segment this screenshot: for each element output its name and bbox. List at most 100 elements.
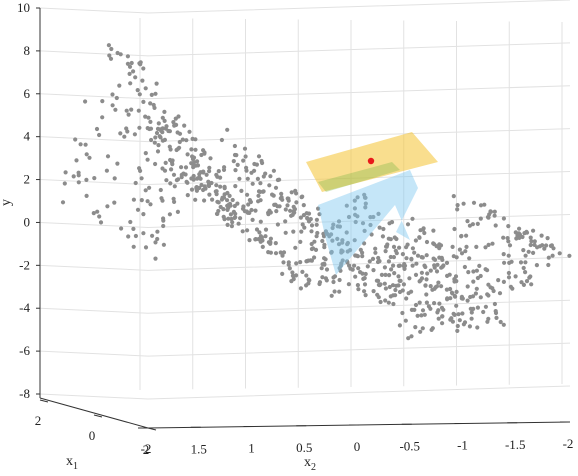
scatter-point [440, 264, 445, 269]
scatter-point [422, 230, 427, 236]
scatter-point [468, 294, 473, 300]
scatter-point [219, 137, 224, 143]
scatter-point [291, 274, 296, 279]
scatter-point [263, 227, 269, 232]
scatter-point [383, 249, 388, 254]
scatter-point [464, 244, 469, 249]
scatter-point [204, 172, 209, 177]
plane-lower [318, 170, 418, 275]
scatter-point [95, 209, 100, 214]
scatter-point [486, 293, 491, 298]
scatter-point [294, 200, 299, 205]
scatter-point [129, 60, 134, 66]
scatter-point [467, 223, 472, 228]
scatter-point [322, 262, 327, 267]
scatter-point [316, 206, 321, 211]
scatter-point [390, 283, 396, 288]
scatter-point [467, 324, 472, 329]
scatter-point [417, 235, 422, 240]
scatter-point [226, 216, 231, 221]
scatter-point [378, 282, 383, 287]
scatter-point [352, 198, 357, 203]
scatter-point [363, 271, 368, 277]
scatter-point [493, 223, 498, 228]
scatter-point [496, 278, 501, 283]
scatter-point [466, 270, 471, 275]
scatter-point [214, 192, 219, 197]
scatter-point [232, 152, 238, 158]
scatter-point [250, 181, 255, 186]
scatter-point [397, 278, 402, 283]
scatter-point [444, 287, 449, 292]
scatter-point [143, 151, 148, 156]
scatter-point [363, 293, 368, 298]
scatter-point [301, 203, 306, 208]
scatter-point [268, 236, 273, 241]
scatter-point [231, 209, 236, 214]
scatter-point [225, 190, 230, 196]
scatter-point [107, 53, 112, 58]
scatter-point [161, 218, 166, 223]
scatter-point [91, 211, 96, 216]
y-tick-label: -4 [19, 300, 30, 315]
scatter-point [387, 273, 392, 278]
scatter-point [546, 262, 551, 268]
scatter-point [163, 160, 168, 165]
scatter-point [456, 312, 461, 317]
scatter-point [207, 165, 212, 170]
scatter-point [187, 129, 192, 134]
scatter-point [147, 185, 152, 190]
scatter-point [420, 255, 425, 260]
scatter-point [425, 271, 430, 276]
scatter-point [431, 228, 436, 233]
scatter-point [454, 289, 459, 294]
scatter-point [531, 228, 536, 233]
scatter-point [413, 272, 419, 277]
scatter-point [181, 171, 186, 176]
scatter-point [206, 179, 211, 184]
scatter-point [189, 147, 194, 152]
scatter-point [146, 115, 151, 120]
scatter-point [281, 260, 286, 265]
scatter-point [329, 249, 334, 255]
scatter-point [73, 137, 78, 142]
scatter-point [513, 230, 518, 235]
scatter-point [501, 216, 506, 221]
scatter-point [258, 239, 263, 244]
scatter-point [208, 156, 213, 161]
scatter-point [373, 246, 378, 251]
scatter-point [221, 214, 226, 219]
scatter-point [160, 115, 165, 120]
x2-tick-label: 1.5 [191, 441, 207, 456]
scatter-point [131, 69, 136, 74]
scatter-point [154, 81, 159, 86]
scatter-point [247, 238, 252, 243]
scatter-point [413, 302, 419, 308]
scatter-point [492, 301, 497, 307]
scatter-point [356, 287, 361, 292]
y-tick-label: 10 [17, 0, 30, 15]
scatter-point [143, 86, 148, 91]
scatter-point [383, 286, 388, 291]
scatter-point [139, 176, 144, 181]
scatter-point [396, 274, 401, 279]
scatter-point [246, 202, 251, 207]
scatter-point [426, 304, 431, 309]
scatter-point [332, 274, 338, 279]
scatter-point [521, 265, 526, 271]
scatter-point [222, 186, 227, 191]
scatter-point [407, 276, 412, 281]
scatter-point [197, 172, 202, 177]
scatter-point [383, 298, 388, 303]
scatter-point [141, 99, 146, 104]
scatter-point [441, 307, 446, 312]
scatter-point [185, 152, 190, 157]
x1-tick [147, 427, 157, 431]
scatter-point [544, 243, 549, 248]
scatter-point [289, 279, 294, 284]
scatter-point [125, 54, 130, 59]
scatter-point [314, 234, 319, 239]
scatter-point [84, 193, 89, 198]
scatter-point [567, 253, 572, 258]
